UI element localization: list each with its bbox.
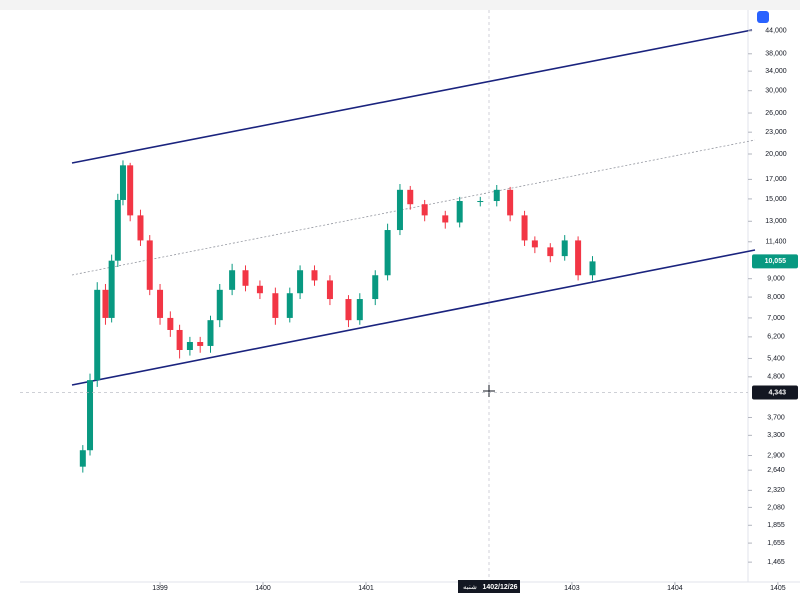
price-label: 10,055	[765, 258, 787, 265]
candle-body	[119, 165, 126, 200]
y-tick-label: 13,000	[765, 218, 787, 225]
candle-body	[137, 215, 144, 241]
candle-body	[345, 299, 352, 321]
y-tick-label: 38,000	[765, 51, 787, 58]
y-tick-label: 3,300	[767, 432, 785, 439]
candle-body	[589, 261, 596, 276]
candle-body	[186, 341, 193, 351]
candle-body	[114, 199, 121, 261]
candle-body	[94, 289, 101, 381]
candle-body	[561, 240, 568, 257]
y-tick-label: 9,000	[767, 276, 785, 283]
candle-body	[372, 275, 379, 300]
candle-body	[575, 240, 582, 276]
candle-body	[531, 240, 538, 248]
y-tick-label: 6,200	[767, 334, 785, 341]
y-tick-label: 2,080	[767, 504, 785, 511]
y-tick-label: 1,465	[767, 559, 785, 566]
price-label: 4,343	[768, 389, 786, 396]
candle-body	[157, 289, 164, 318]
y-tick-label: 7,000	[767, 315, 785, 322]
y-tick-label: 11,400	[766, 239, 787, 246]
candle-body	[256, 285, 263, 294]
candle-body	[102, 289, 109, 318]
candle-body	[421, 204, 428, 216]
x-tick-label: 1405	[770, 585, 786, 592]
y-tick-label: 2,320	[767, 487, 785, 494]
candle-body	[272, 293, 279, 318]
y-tick-label: 4,800	[767, 374, 785, 381]
channel-upper	[71, 29, 753, 164]
price-label-box	[752, 254, 798, 269]
candle-body	[384, 230, 391, 276]
candle-body	[216, 289, 223, 321]
candle-body	[396, 189, 403, 231]
y-tick-label: 30,000	[765, 88, 787, 95]
y-tick-label: 34,000	[765, 68, 787, 75]
x-tick-label: 1401	[358, 585, 374, 592]
candle-body	[286, 293, 293, 318]
top-strip	[0, 0, 800, 10]
x-tick-label: 1399	[152, 585, 168, 592]
candle-body	[442, 215, 449, 223]
y-tick-label: 26,000	[765, 110, 787, 117]
y-tick-label: 23,000	[765, 129, 787, 136]
candle-body	[493, 189, 500, 202]
y-tick-label: 1,655	[767, 540, 785, 547]
y-tick-label: 15,000	[765, 196, 787, 203]
y-tick-label: 2,900	[767, 452, 785, 459]
candle-body	[326, 280, 333, 300]
candle-body	[521, 215, 528, 241]
y-tick-label: 3,700	[767, 414, 785, 421]
candle-body	[242, 270, 249, 286]
candle-body	[456, 201, 463, 223]
candle-body	[87, 380, 94, 451]
channel-middle	[71, 139, 756, 276]
candle-body	[197, 341, 204, 346]
x-tick-label: 1403	[564, 585, 580, 592]
y-tick-label: 8,000	[767, 294, 785, 301]
y-tick-label: 2,640	[767, 467, 785, 474]
candle-body	[407, 189, 414, 205]
candle-body	[547, 247, 554, 257]
x-tick-label: 1400	[255, 585, 271, 592]
candle-body	[507, 189, 514, 216]
x-tick-label: 1404	[667, 585, 683, 592]
candle-body	[229, 270, 236, 290]
crosshair-date: 1402/12/26	[482, 584, 517, 591]
candle-body	[167, 317, 174, 330]
candle-body	[108, 260, 115, 318]
candle-body	[311, 270, 318, 281]
candle-body	[207, 320, 214, 346]
candle-body	[79, 450, 86, 467]
y-tick-label: 5,400	[767, 355, 785, 362]
candle-body	[176, 329, 183, 351]
crosshair-date-box	[458, 580, 520, 593]
y-tick-label: 1,855	[767, 522, 785, 529]
y-tick-label: 20,000	[765, 151, 787, 158]
y-tick-label: 44,000	[765, 28, 787, 35]
crosshair-day: شنبه	[463, 584, 477, 591]
price-label-box	[752, 385, 798, 400]
candle-body	[297, 270, 304, 294]
channel-lower	[71, 249, 756, 386]
candle-body	[127, 165, 134, 216]
candle-body	[146, 240, 153, 290]
candle-body	[356, 299, 363, 321]
y-tick-label: 17,000	[765, 176, 787, 183]
candle-body	[477, 201, 484, 203]
toolbar-icon[interactable]	[757, 11, 769, 23]
